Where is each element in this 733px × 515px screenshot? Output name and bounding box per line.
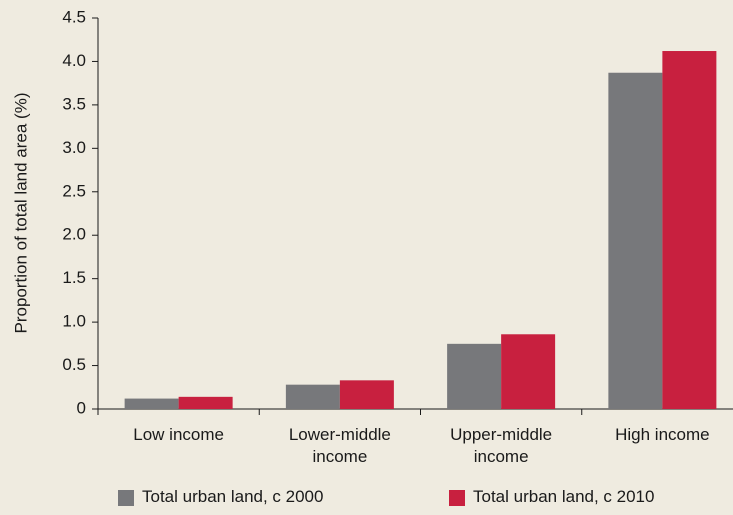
bar bbox=[339, 380, 394, 409]
y-tick-label: 0.5 bbox=[62, 355, 86, 374]
y-tick-label: 1.5 bbox=[62, 268, 86, 287]
y-tick-label: 4.5 bbox=[62, 7, 86, 26]
x-tick-label: Upper-middle income bbox=[450, 425, 553, 466]
y-tick-label: 3.0 bbox=[62, 138, 86, 157]
y-tick-label: 0 bbox=[77, 398, 86, 417]
y-tick-label: 4.0 bbox=[62, 51, 86, 70]
bar bbox=[447, 343, 502, 409]
legend-label: Total urban land, c 2010 bbox=[473, 487, 655, 506]
bar bbox=[178, 396, 233, 409]
y-axis-title: Proportion of total land area (%) bbox=[11, 93, 30, 334]
legend-swatch bbox=[449, 490, 465, 506]
x-tick-label: High income bbox=[615, 425, 710, 444]
y-tick-label: 2.5 bbox=[62, 181, 86, 200]
bar bbox=[285, 384, 340, 409]
y-tick-label: 2.0 bbox=[62, 225, 86, 244]
y-tick-label: 1.0 bbox=[62, 312, 86, 331]
legend-label: Total urban land, c 2000 bbox=[142, 487, 324, 506]
bar bbox=[608, 72, 663, 410]
legend-swatch bbox=[118, 490, 134, 506]
y-tick-label: 3.5 bbox=[62, 94, 86, 113]
x-tick-label: Lower-middle income bbox=[288, 425, 391, 466]
bar bbox=[501, 334, 556, 409]
bar bbox=[662, 51, 717, 410]
x-tick-label: Low income bbox=[133, 425, 224, 444]
bar bbox=[124, 398, 179, 409]
